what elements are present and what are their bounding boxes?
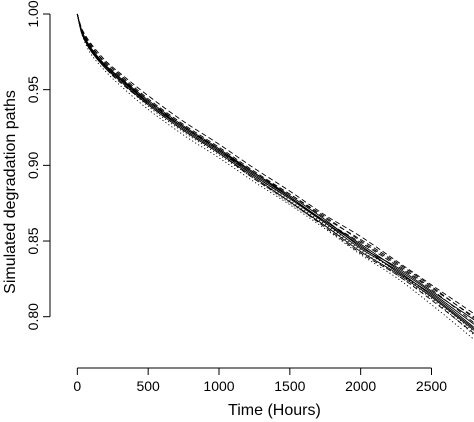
x-tick-label: 2000 bbox=[345, 378, 376, 394]
y-tick-label: 0.85 bbox=[25, 227, 41, 254]
y-tick-label: 0.95 bbox=[25, 76, 41, 103]
x-tick-label: 500 bbox=[136, 378, 160, 394]
y-tick-label: 0.80 bbox=[25, 303, 41, 330]
y-tick-label: 1.00 bbox=[25, 0, 41, 27]
y-axis-title: Simulated degradation paths bbox=[2, 90, 19, 294]
x-tick-label: 1500 bbox=[274, 378, 305, 394]
x-tick-label: 1000 bbox=[203, 378, 234, 394]
series-line-5 bbox=[76, 13, 474, 330]
series-line-2 bbox=[76, 13, 474, 321]
series-line-9 bbox=[76, 13, 474, 334]
series-line-11 bbox=[76, 13, 474, 340]
series-line-13 bbox=[76, 13, 474, 333]
series-line-6 bbox=[76, 13, 474, 315]
series-line-12 bbox=[76, 13, 474, 336]
series-line-8 bbox=[76, 13, 474, 324]
series-line-7 bbox=[76, 13, 474, 318]
x-axis-title: Time (Hours) bbox=[228, 402, 321, 419]
series-line-10 bbox=[76, 13, 474, 319]
series-layer bbox=[76, 13, 474, 340]
x-ticks: 0 500 1000 1500 2000 2500 bbox=[73, 368, 447, 394]
x-tick-label: 2500 bbox=[416, 378, 447, 394]
x-tick-label: 0 bbox=[73, 378, 81, 394]
y-ticks: 0.80 0.85 0.90 0.95 1.00 bbox=[25, 0, 50, 330]
y-tick-label: 0.90 bbox=[25, 152, 41, 179]
